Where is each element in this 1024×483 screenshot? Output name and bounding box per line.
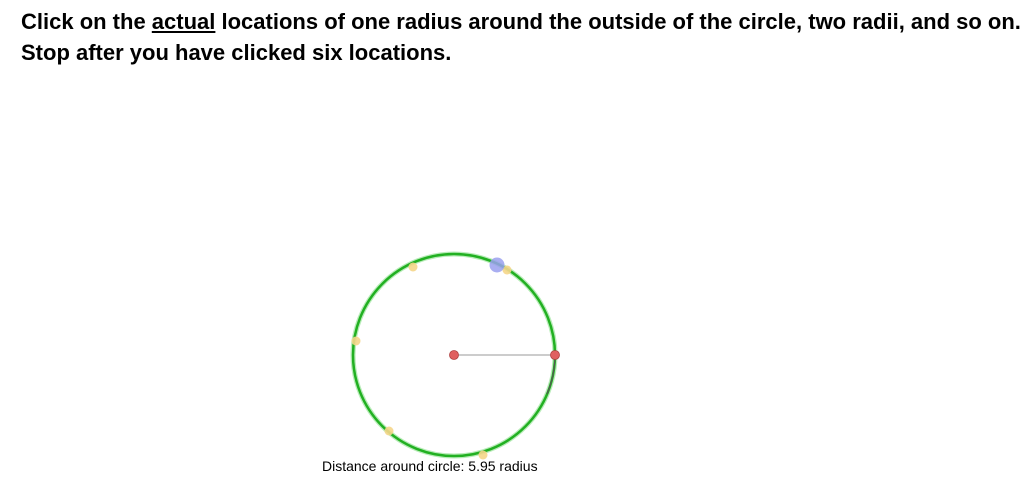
distance-unit: radius [495, 458, 538, 474]
radius-endpoint-icon [550, 350, 560, 360]
distance-readout: Distance around circle: 5.95 radius [322, 458, 538, 474]
click-marker-icon [384, 426, 394, 436]
click-marker-icon [478, 450, 488, 460]
distance-value: 5.95 [468, 458, 496, 474]
instructions-part-1: Click on the [21, 9, 152, 34]
click-marker-icon [351, 336, 361, 346]
instructions-text: Click on the actual locations of one rad… [21, 6, 1021, 68]
cursor-marker-icon [489, 257, 505, 273]
instructions-emphasis: actual [151, 9, 216, 34]
instructions-part-2: locations of one radius around the outsi… [21, 9, 1021, 65]
click-marker-icon [408, 262, 418, 272]
center-point-icon [449, 350, 459, 360]
distance-label: Distance around circle: [322, 458, 469, 474]
click-marker-icon [502, 265, 512, 275]
